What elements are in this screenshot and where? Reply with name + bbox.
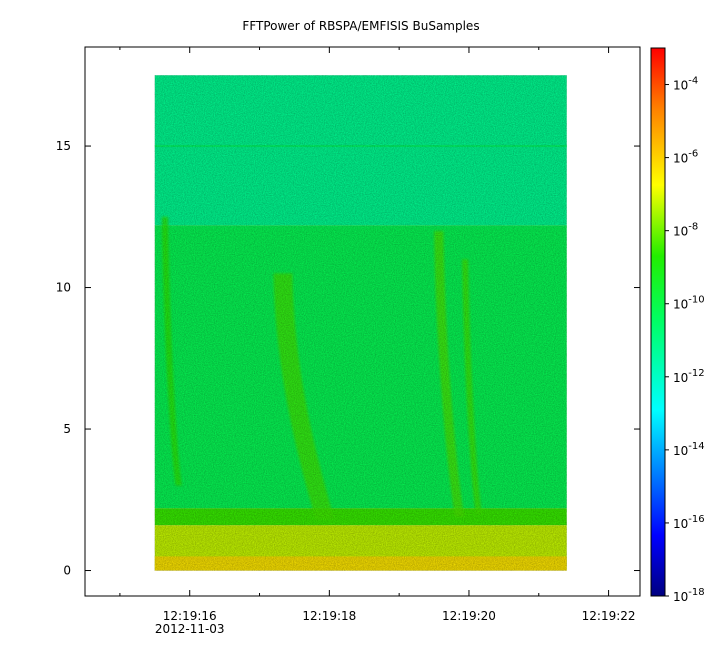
y-tick-label: 0 (63, 564, 71, 578)
x-tick-label: 12:19:18 (302, 609, 356, 623)
chart-title: FFTPower of RBSPA/EMFISIS BuSamples (242, 19, 479, 33)
colorbar-tick-label: 10-6 (673, 149, 698, 166)
colorbar-tick-label: 10-4 (673, 76, 698, 93)
x-tick-label: 12:19:16 (163, 609, 217, 623)
colorbar-ticks: 10-4 10-6 10-8 10-10 10-12 10-14 10-16 10-18 (665, 76, 705, 604)
heatmap (154, 75, 567, 571)
colorbar-tick-label: 10-14 (673, 441, 705, 458)
colorbar-tick-label: 10-18 (673, 587, 705, 604)
y-tick-label: 10 (56, 281, 71, 295)
colorbar-tick-label: 10-12 (673, 368, 705, 385)
y-tick-label: 15 (56, 139, 71, 153)
x-tick-label: 12:19:20 (442, 609, 496, 623)
colorbar-tick-label: 10-16 (673, 514, 705, 531)
x-date-label: 2012-11-03 (155, 622, 225, 636)
x-tick-label: 12:19:22 (582, 609, 636, 623)
y-tick-label: 5 (63, 422, 71, 436)
colorbar-tick-label: 10-10 (673, 295, 705, 312)
colorbar-tick-label: 10-8 (673, 222, 698, 239)
colorbar (650, 47, 666, 597)
noise-texture (154, 75, 567, 571)
